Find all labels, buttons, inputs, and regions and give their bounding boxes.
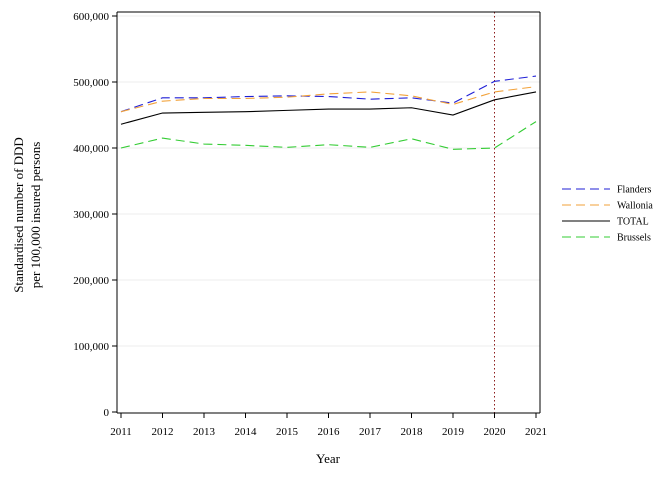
y-tick-label: 400,000 bbox=[73, 143, 109, 155]
y-tick-label: 100,000 bbox=[73, 341, 109, 353]
y-tick-label: 0 bbox=[104, 407, 110, 419]
series-line-brussels bbox=[120, 121, 537, 150]
axes bbox=[116, 11, 541, 414]
x-tick-label: 2019 bbox=[442, 426, 465, 438]
series-line-flanders bbox=[120, 75, 537, 113]
series-line-wallonia bbox=[120, 86, 537, 113]
y-tick-label: 500,000 bbox=[73, 77, 109, 89]
legend: Flanders Wallonia TOTAL Brussels bbox=[562, 185, 653, 244]
gridlines bbox=[117, 15, 540, 347]
x-tick-label: 2018 bbox=[401, 426, 424, 438]
y-axis-title: Standardised number of DDD per 100,000 i… bbox=[11, 137, 43, 293]
y-tick-label: 600,000 bbox=[73, 11, 109, 23]
x-tick-label: 2016 bbox=[318, 426, 341, 438]
x-tick-label: 2012 bbox=[152, 426, 174, 438]
x-tick-label: 2014 bbox=[235, 426, 258, 438]
x-axis-title: Year bbox=[316, 451, 341, 466]
legend-label-wallonia: Wallonia bbox=[617, 201, 653, 212]
series-line-total bbox=[120, 91, 537, 125]
legend-label-total: TOTAL bbox=[617, 217, 649, 228]
y-ticks: 0 100,000 200,000 300,000 400,000 500,000 600,… bbox=[73, 11, 117, 419]
x-tick-label: 2013 bbox=[193, 426, 216, 438]
x-tick-label: 2011 bbox=[110, 426, 132, 438]
x-ticks: 2011 2012 2013 2014 2015 2016 2017 2018 2019 2020… bbox=[110, 413, 547, 438]
legend-label-flanders: Flanders bbox=[617, 185, 652, 196]
x-tick-label: 2017 bbox=[359, 426, 382, 438]
series-lines bbox=[120, 75, 537, 150]
legend-label-brussels: Brussels bbox=[617, 233, 651, 244]
y-tick-label: 200,000 bbox=[73, 275, 109, 287]
y-axis-title-line-2: per 100,000 insured persons bbox=[28, 142, 43, 289]
x-tick-label: 2015 bbox=[276, 426, 299, 438]
y-axis-title-line-1: Standardised number of DDD bbox=[11, 137, 26, 293]
x-tick-label: 2021 bbox=[525, 426, 547, 438]
x-tick-label: 2020 bbox=[484, 426, 507, 438]
y-tick-label: 300,000 bbox=[73, 209, 109, 221]
